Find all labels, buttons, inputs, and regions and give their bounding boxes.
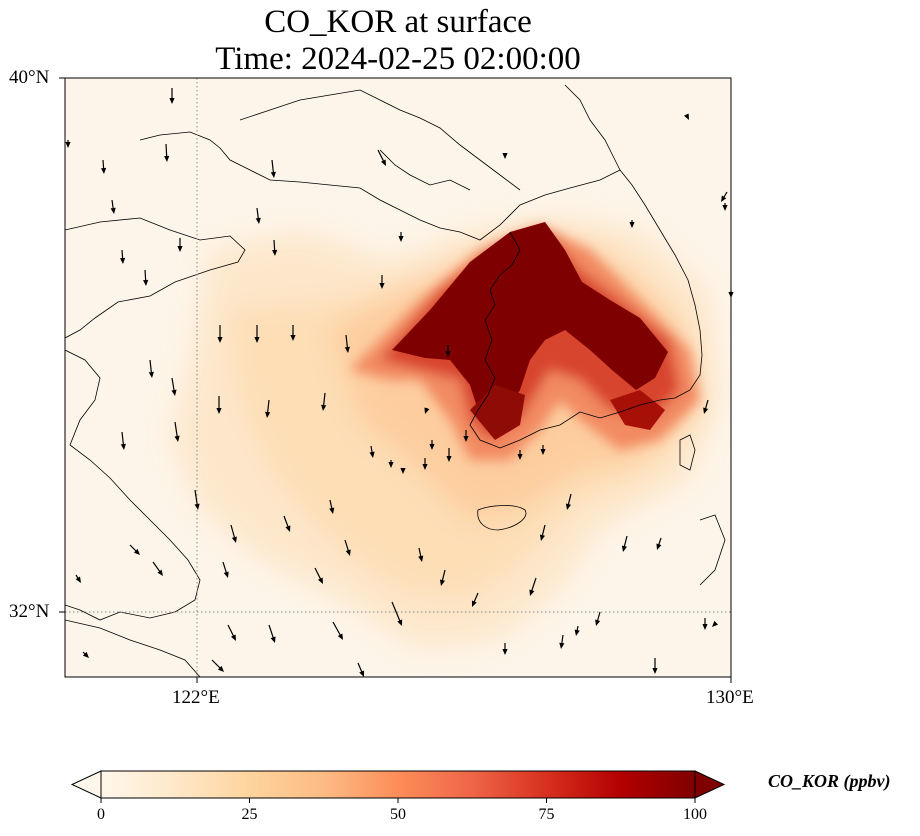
wind-arrowhead <box>317 577 323 584</box>
wind-arrowhead <box>369 451 375 458</box>
wind-arrowhead <box>574 629 580 636</box>
wind-arrowhead <box>75 576 81 583</box>
wind-arrowhead <box>517 454 523 460</box>
wind-arrowhead <box>270 171 276 178</box>
wind-arrowhead <box>216 408 222 414</box>
wind-arrowhead <box>422 464 428 470</box>
wind-arrowhead <box>703 407 709 414</box>
x-tick-130E: 130°E <box>706 687 754 708</box>
wind-arrowhead <box>110 207 116 214</box>
wind-arrowhead <box>463 436 469 442</box>
wind-arrowhead <box>329 507 335 514</box>
wind-arrowhead <box>270 636 276 643</box>
wind-arrowhead <box>721 195 727 202</box>
title-line-1: CO_KOR at surface <box>264 4 532 40</box>
wind-arrowhead <box>285 525 291 532</box>
colorbar-extend-min <box>70 770 102 799</box>
wind-arrowhead <box>177 246 183 252</box>
wind-arrowhead <box>321 404 327 411</box>
hotspot-core <box>392 222 668 420</box>
wind-arrowhead <box>133 548 140 555</box>
wind-arrowhead <box>540 449 546 455</box>
wind-arrow <box>391 601 402 624</box>
colorbar-extend-max <box>694 770 726 799</box>
wind-arrowhead <box>143 279 149 286</box>
wind-arrowhead <box>254 337 260 343</box>
axis-ticks <box>59 77 732 683</box>
wind-arrowhead <box>446 456 452 462</box>
wind-arrowhead <box>445 351 451 357</box>
wind-arrowhead <box>223 571 229 578</box>
wind-arrowhead <box>255 217 261 224</box>
wind-arrowhead <box>82 651 89 658</box>
y-tick-32N: 32°N <box>9 601 50 622</box>
wind-arrowhead <box>429 444 435 450</box>
colorbar-tick-50: 50 <box>390 806 406 823</box>
y-tick-40N: 40°N <box>9 67 50 88</box>
wind-arrowhead <box>337 633 343 640</box>
wind-arrowhead <box>397 619 403 626</box>
colorbar <box>70 770 726 803</box>
colorbar-tick-100: 100 <box>683 806 707 823</box>
wind-arrowhead <box>621 545 627 552</box>
wind-arrowhead <box>290 335 296 341</box>
wind-arrowhead <box>231 536 237 543</box>
wind-arrowhead <box>148 371 154 378</box>
map-frame <box>64 77 732 678</box>
wind-arrowhead <box>502 649 508 655</box>
wind-arrowhead <box>169 98 175 104</box>
wind-vectors <box>65 88 734 677</box>
wind-arrowhead <box>217 665 224 672</box>
wind-arrowhead <box>439 579 445 586</box>
wind-arrowhead <box>656 543 662 550</box>
wind-arrowhead <box>171 389 177 396</box>
wind-arrowhead <box>379 283 385 289</box>
wind-arrowhead <box>359 670 365 677</box>
wind-arrowhead <box>565 503 571 510</box>
wind-arrowhead <box>471 600 477 607</box>
wind-arrowhead <box>388 462 394 468</box>
wind-arrowhead <box>398 236 404 242</box>
wind-arrowhead <box>65 142 71 148</box>
wind-arrowhead <box>529 589 535 596</box>
concentration-field <box>170 215 720 650</box>
wind-arrowhead <box>100 167 107 174</box>
wind-arrowhead <box>539 534 545 541</box>
wind-arrowhead <box>722 205 728 211</box>
jeju-island <box>477 505 527 531</box>
coastlines <box>65 84 726 677</box>
wind-arrowhead <box>712 620 719 627</box>
wind-arrowhead <box>629 222 635 228</box>
wind-arrowhead <box>120 443 126 450</box>
wind-arrowhead <box>345 549 351 556</box>
wind-arrowhead <box>683 113 689 120</box>
wind-arrowhead <box>418 555 424 562</box>
wind-arrowhead <box>164 155 170 162</box>
wind-arrowhead <box>174 435 180 442</box>
wind-arrowhead <box>652 668 658 674</box>
wind-arrowhead <box>344 346 350 353</box>
x-tick-122E: 122°E <box>172 687 220 708</box>
wind-arrowhead <box>424 407 430 414</box>
wind-arrowhead <box>157 569 163 576</box>
colorbar-tick-0: 0 <box>97 806 105 823</box>
title-line-2: Time: 2024-02-25 02:00:00 <box>215 41 581 77</box>
wind-arrowhead <box>194 503 200 510</box>
colorbar-label: CO_KOR (ppbv) <box>768 771 891 791</box>
wind-arrowhead <box>502 153 508 159</box>
colorbar-tick-75: 75 <box>538 806 555 823</box>
wind-arrowhead <box>272 249 278 256</box>
wind-arrowhead <box>559 642 565 649</box>
wind-arrowhead <box>119 257 126 264</box>
wind-arrowhead <box>230 634 236 641</box>
wind-arrowhead <box>595 619 601 626</box>
wind-arrowhead <box>400 468 406 474</box>
wind-arrowhead <box>217 337 223 343</box>
wind-arrowhead <box>380 159 386 166</box>
gridlines <box>65 78 731 677</box>
wind-arrowhead <box>702 624 708 630</box>
colorbar-tick-25: 25 <box>241 806 258 823</box>
wind-arrowhead <box>265 411 271 418</box>
